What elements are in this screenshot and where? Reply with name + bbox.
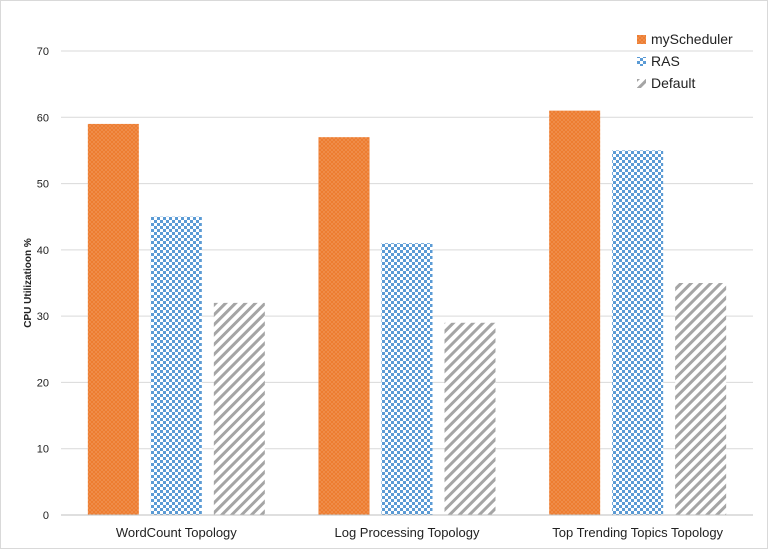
legend: myScheduler RAS Default: [637, 31, 733, 91]
bar-default-1: [444, 322, 496, 515]
bar-default-2: [675, 283, 727, 515]
y-tick-label: 50: [37, 179, 49, 191]
legend-label-myscheduler: myScheduler: [651, 31, 733, 47]
bar-ras-1: [381, 243, 433, 515]
y-tick-label: 20: [37, 377, 49, 389]
bar-ras-0: [150, 216, 202, 515]
y-tick-label: 60: [37, 112, 49, 124]
x-category-label: WordCount Topology: [116, 525, 237, 540]
legend-swatch-myscheduler: [637, 35, 646, 44]
y-tick-label: 10: [37, 444, 49, 456]
bar-myscheduler-1: [318, 137, 370, 515]
y-tick-label: 40: [37, 245, 49, 257]
x-category-label: Top Trending Topics Topology: [552, 525, 723, 540]
bar-myscheduler-0: [87, 123, 139, 516]
legend-label-default: Default: [651, 75, 695, 91]
legend-label-ras: RAS: [651, 53, 680, 69]
bar-ras-2: [612, 150, 664, 515]
y-tick-label: 30: [37, 311, 49, 323]
x-category-label: Log Processing Topology: [334, 525, 480, 540]
x-axis-category-labels: WordCount Topology Log Processing Topolog…: [116, 525, 724, 540]
y-axis-ticks: 0 10 20 30 40 50 60 70: [37, 46, 49, 522]
legend-swatch-default: [637, 79, 646, 88]
legend-swatch-ras: [637, 57, 646, 66]
bar-myscheduler-2: [549, 110, 601, 516]
y-axis-label: CPU Utilizatioon %: [23, 238, 34, 328]
y-tick-label: 70: [37, 46, 49, 58]
bar-default-0: [213, 302, 265, 515]
bars: [87, 110, 727, 516]
y-tick-label: 0: [43, 510, 49, 522]
